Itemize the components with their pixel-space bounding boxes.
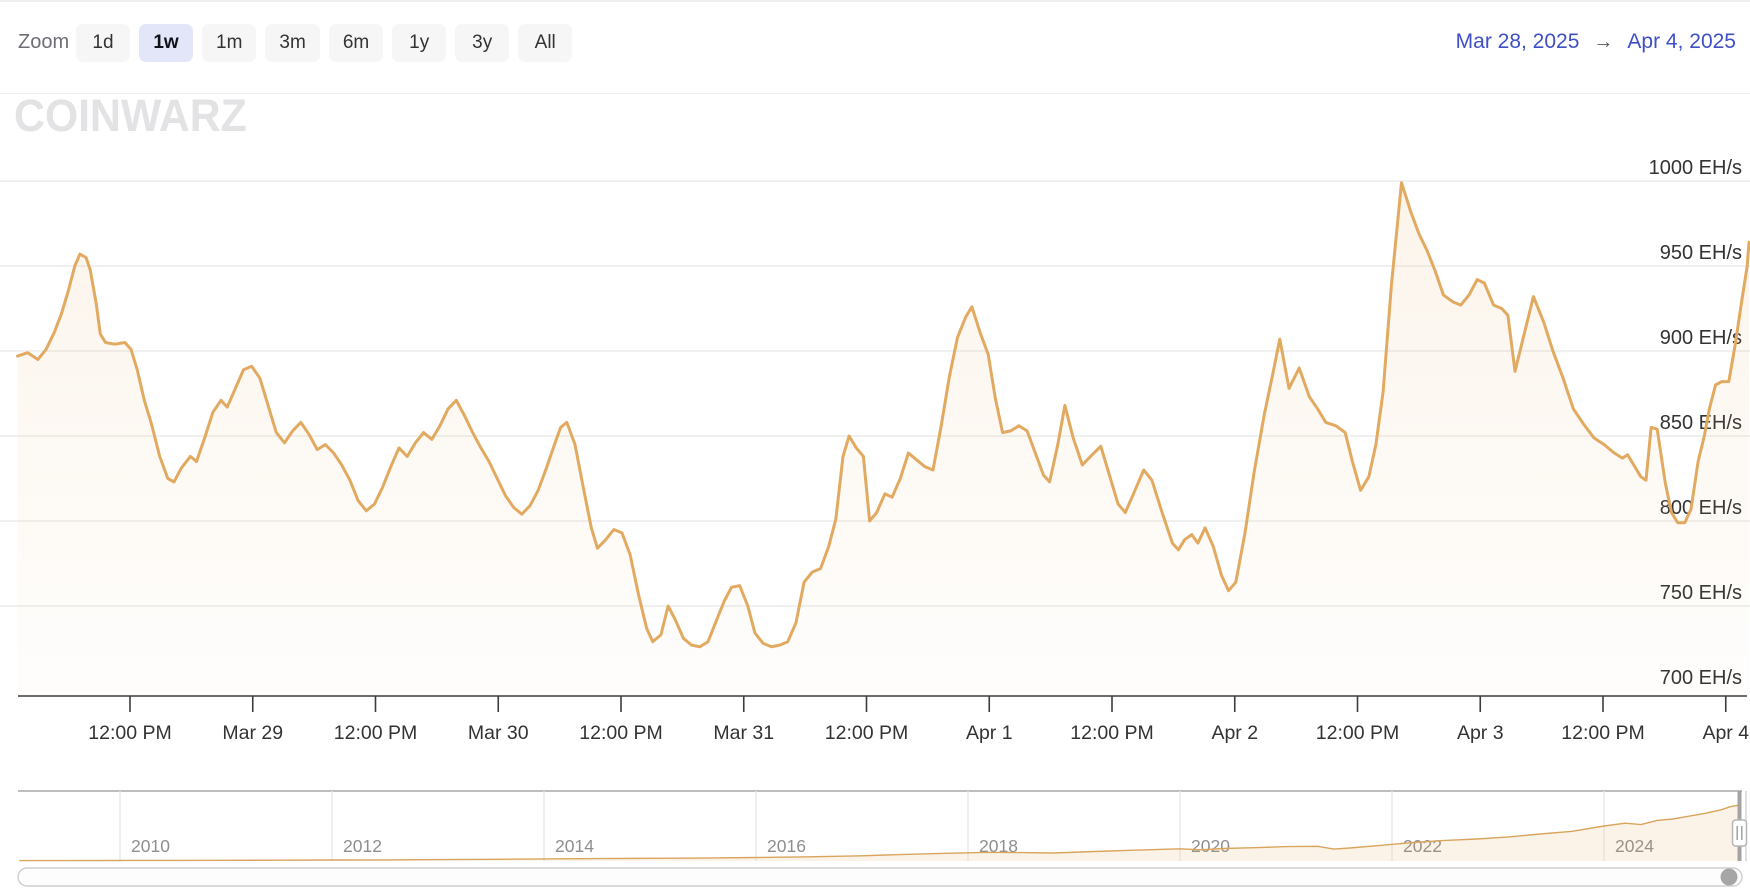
range-start-link[interactable]: Mar 28, 2025 <box>1455 30 1580 53</box>
scrollbar-thumb[interactable] <box>1720 868 1738 886</box>
zoom-button-1m[interactable]: 1m <box>202 24 257 62</box>
date-range: Mar 28, 2025 → Apr 4, 2025 <box>1456 30 1736 54</box>
zoom-button-1d[interactable]: 1d <box>76 24 130 62</box>
zoom-label: Zoom <box>18 31 70 53</box>
toolbar-divider <box>0 93 1750 94</box>
navigator[interactable] <box>18 791 1742 861</box>
hashrate-area <box>17 182 1749 696</box>
zoom-button-3y[interactable]: 3y <box>455 24 510 62</box>
x-axis-label: Mar 31 <box>713 722 774 744</box>
navigator-year-label: 2016 <box>767 836 806 856</box>
y-axis-label: 1000 EH/s <box>1649 157 1742 179</box>
hashrate-chart: 1000 EH/s950 EH/s900 EH/s850 EH/s800 EH/… <box>0 94 1750 887</box>
zoom-button-1y[interactable]: 1y <box>392 24 447 62</box>
navigator-year-label: 2014 <box>555 836 594 856</box>
scrollbar-track[interactable] <box>17 867 1743 887</box>
range-end-link[interactable]: Apr 4, 2025 <box>1627 30 1736 53</box>
zoom-button-6m[interactable]: 6m <box>328 24 384 62</box>
y-axis-label: 950 EH/s <box>1660 242 1742 264</box>
coinwarz-logo: CoinWarz <box>14 90 247 142</box>
navigator-handle-grip-icon[interactable] <box>1731 819 1748 847</box>
x-axis-label: Apr 2 <box>1211 722 1258 744</box>
x-axis-label: 12:00 PM <box>88 722 171 744</box>
chart-toolbar: Zoom 1d 1w 1m 3m 6m 1y 3y All Mar 28, 2025 → Ap… <box>0 2 1750 92</box>
navigator-line <box>19 804 1740 862</box>
zoom-button-All[interactable]: All <box>518 24 573 62</box>
zoom-button-3m[interactable]: 3m <box>265 24 320 62</box>
arrow-right-icon: → <box>1593 30 1614 53</box>
x-axis-label: Apr 3 <box>1457 722 1504 744</box>
x-axis-label: 12:00 PM <box>334 722 417 744</box>
navigator-year-label: 2012 <box>343 836 382 856</box>
x-axis-label: 12:00 PM <box>825 722 908 744</box>
zoom-button-1w[interactable]: 1w <box>139 24 193 62</box>
zoom-buttons: 1d 1w 1m 3m 6m 1y 3y All <box>76 24 573 62</box>
hashrate-line <box>16 181 1750 649</box>
x-axis-label: Apr 1 <box>966 722 1013 744</box>
navigator-year-label: 2024 <box>1615 836 1654 856</box>
x-axis-label: Mar 30 <box>468 722 529 744</box>
plot-area[interactable] <box>18 94 1747 696</box>
x-axis-label: 12:00 PM <box>1316 722 1399 744</box>
navigator-year-label: 2020 <box>1191 836 1230 856</box>
y-axis-label: 900 EH/s <box>1660 327 1742 349</box>
x-axis-label: Mar 29 <box>222 722 283 744</box>
x-axis-label: 12:00 PM <box>579 722 662 744</box>
x-axis-label: 12:00 PM <box>1070 722 1153 744</box>
x-axis-label: Apr 4 <box>1702 722 1749 744</box>
navigator-year-label: 2010 <box>131 836 170 856</box>
navigator-year-label: 2018 <box>979 836 1018 856</box>
x-axis-label: 12:00 PM <box>1561 722 1644 744</box>
navigator-handle[interactable] <box>1731 819 1748 847</box>
